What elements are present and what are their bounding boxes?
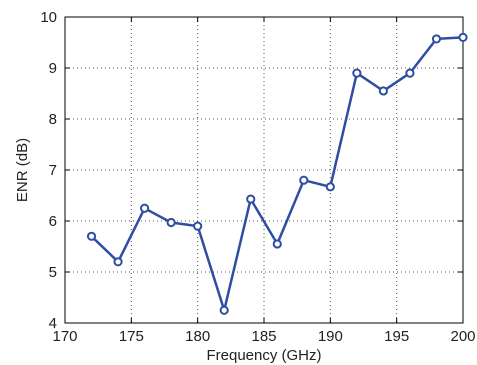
data-point <box>299 175 309 185</box>
x-tick-label: 190 <box>318 328 343 345</box>
x-tick-label: 200 <box>450 328 475 345</box>
data-point <box>219 305 229 315</box>
y-tick-label: 5 <box>49 264 57 281</box>
x-tick-label: 195 <box>384 328 409 345</box>
y-tick-label: 8 <box>49 111 57 128</box>
data-point <box>325 182 335 192</box>
y-tick-labels: 4 5 6 7 8 9 10 <box>40 9 57 332</box>
data-point <box>405 68 415 78</box>
x-tick-label: 175 <box>119 328 144 345</box>
x-tick-label: 170 <box>52 328 77 345</box>
data-point <box>140 203 150 213</box>
data-point <box>246 194 256 204</box>
y-tick-label: 7 <box>49 162 57 179</box>
x-tick-label: 185 <box>251 328 276 345</box>
data-point <box>378 86 388 96</box>
y-tick-label: 10 <box>40 9 57 26</box>
y-tick-label: 4 <box>49 315 57 332</box>
x-tick-labels: 170 175 180 185 190 195 200 <box>52 328 475 345</box>
data-point <box>272 239 282 249</box>
data-point <box>193 221 203 231</box>
grid <box>65 17 463 323</box>
data-point <box>352 68 362 78</box>
x-axis-title: Frequency (GHz) <box>206 347 321 364</box>
plot-frame <box>64 16 464 324</box>
y-tick-label: 6 <box>49 213 57 230</box>
series <box>86 32 468 315</box>
data-point <box>166 217 176 228</box>
y-axis-title: ENR (dB) <box>14 138 31 202</box>
y-tick-label: 9 <box>49 60 57 77</box>
data-point <box>86 231 97 241</box>
x-tick-label: 180 <box>185 328 210 345</box>
data-point <box>431 34 442 44</box>
data-point <box>113 257 123 267</box>
data-point <box>458 32 468 43</box>
